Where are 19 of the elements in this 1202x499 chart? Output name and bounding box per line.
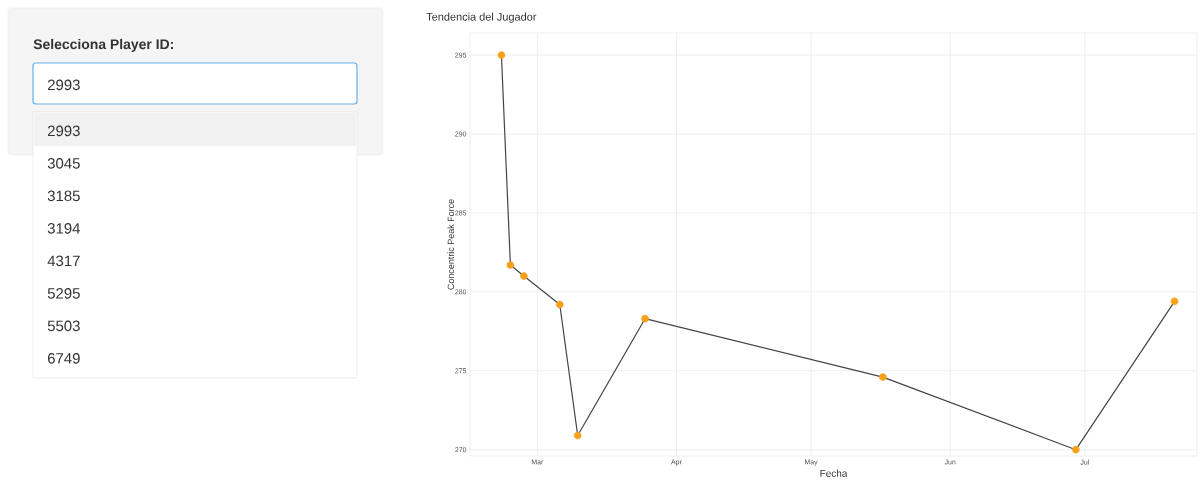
y-axis-title: Concentric Peak Force — [447, 199, 455, 290]
point — [1170, 297, 1179, 306]
text: 4317 — [47, 255, 80, 267]
text: 2993 — [47, 79, 80, 91]
text: 5295 — [47, 288, 80, 299]
text: 3194 — [47, 223, 80, 234]
text: Selecciona Player ID: — [33, 38, 173, 52]
text: 3185 — [47, 190, 80, 202]
chart-title: Tendencia del Jugador — [426, 12, 537, 23]
point — [573, 431, 582, 440]
x-axis-title: Fecha — [820, 469, 848, 477]
text: 3045 — [47, 158, 80, 169]
point — [1072, 445, 1080, 454]
text: 5503 — [47, 320, 80, 332]
text: 6749 — [47, 353, 80, 364]
point — [555, 300, 564, 309]
point — [641, 314, 649, 323]
text: 2993 — [47, 125, 80, 137]
point — [879, 373, 887, 381]
